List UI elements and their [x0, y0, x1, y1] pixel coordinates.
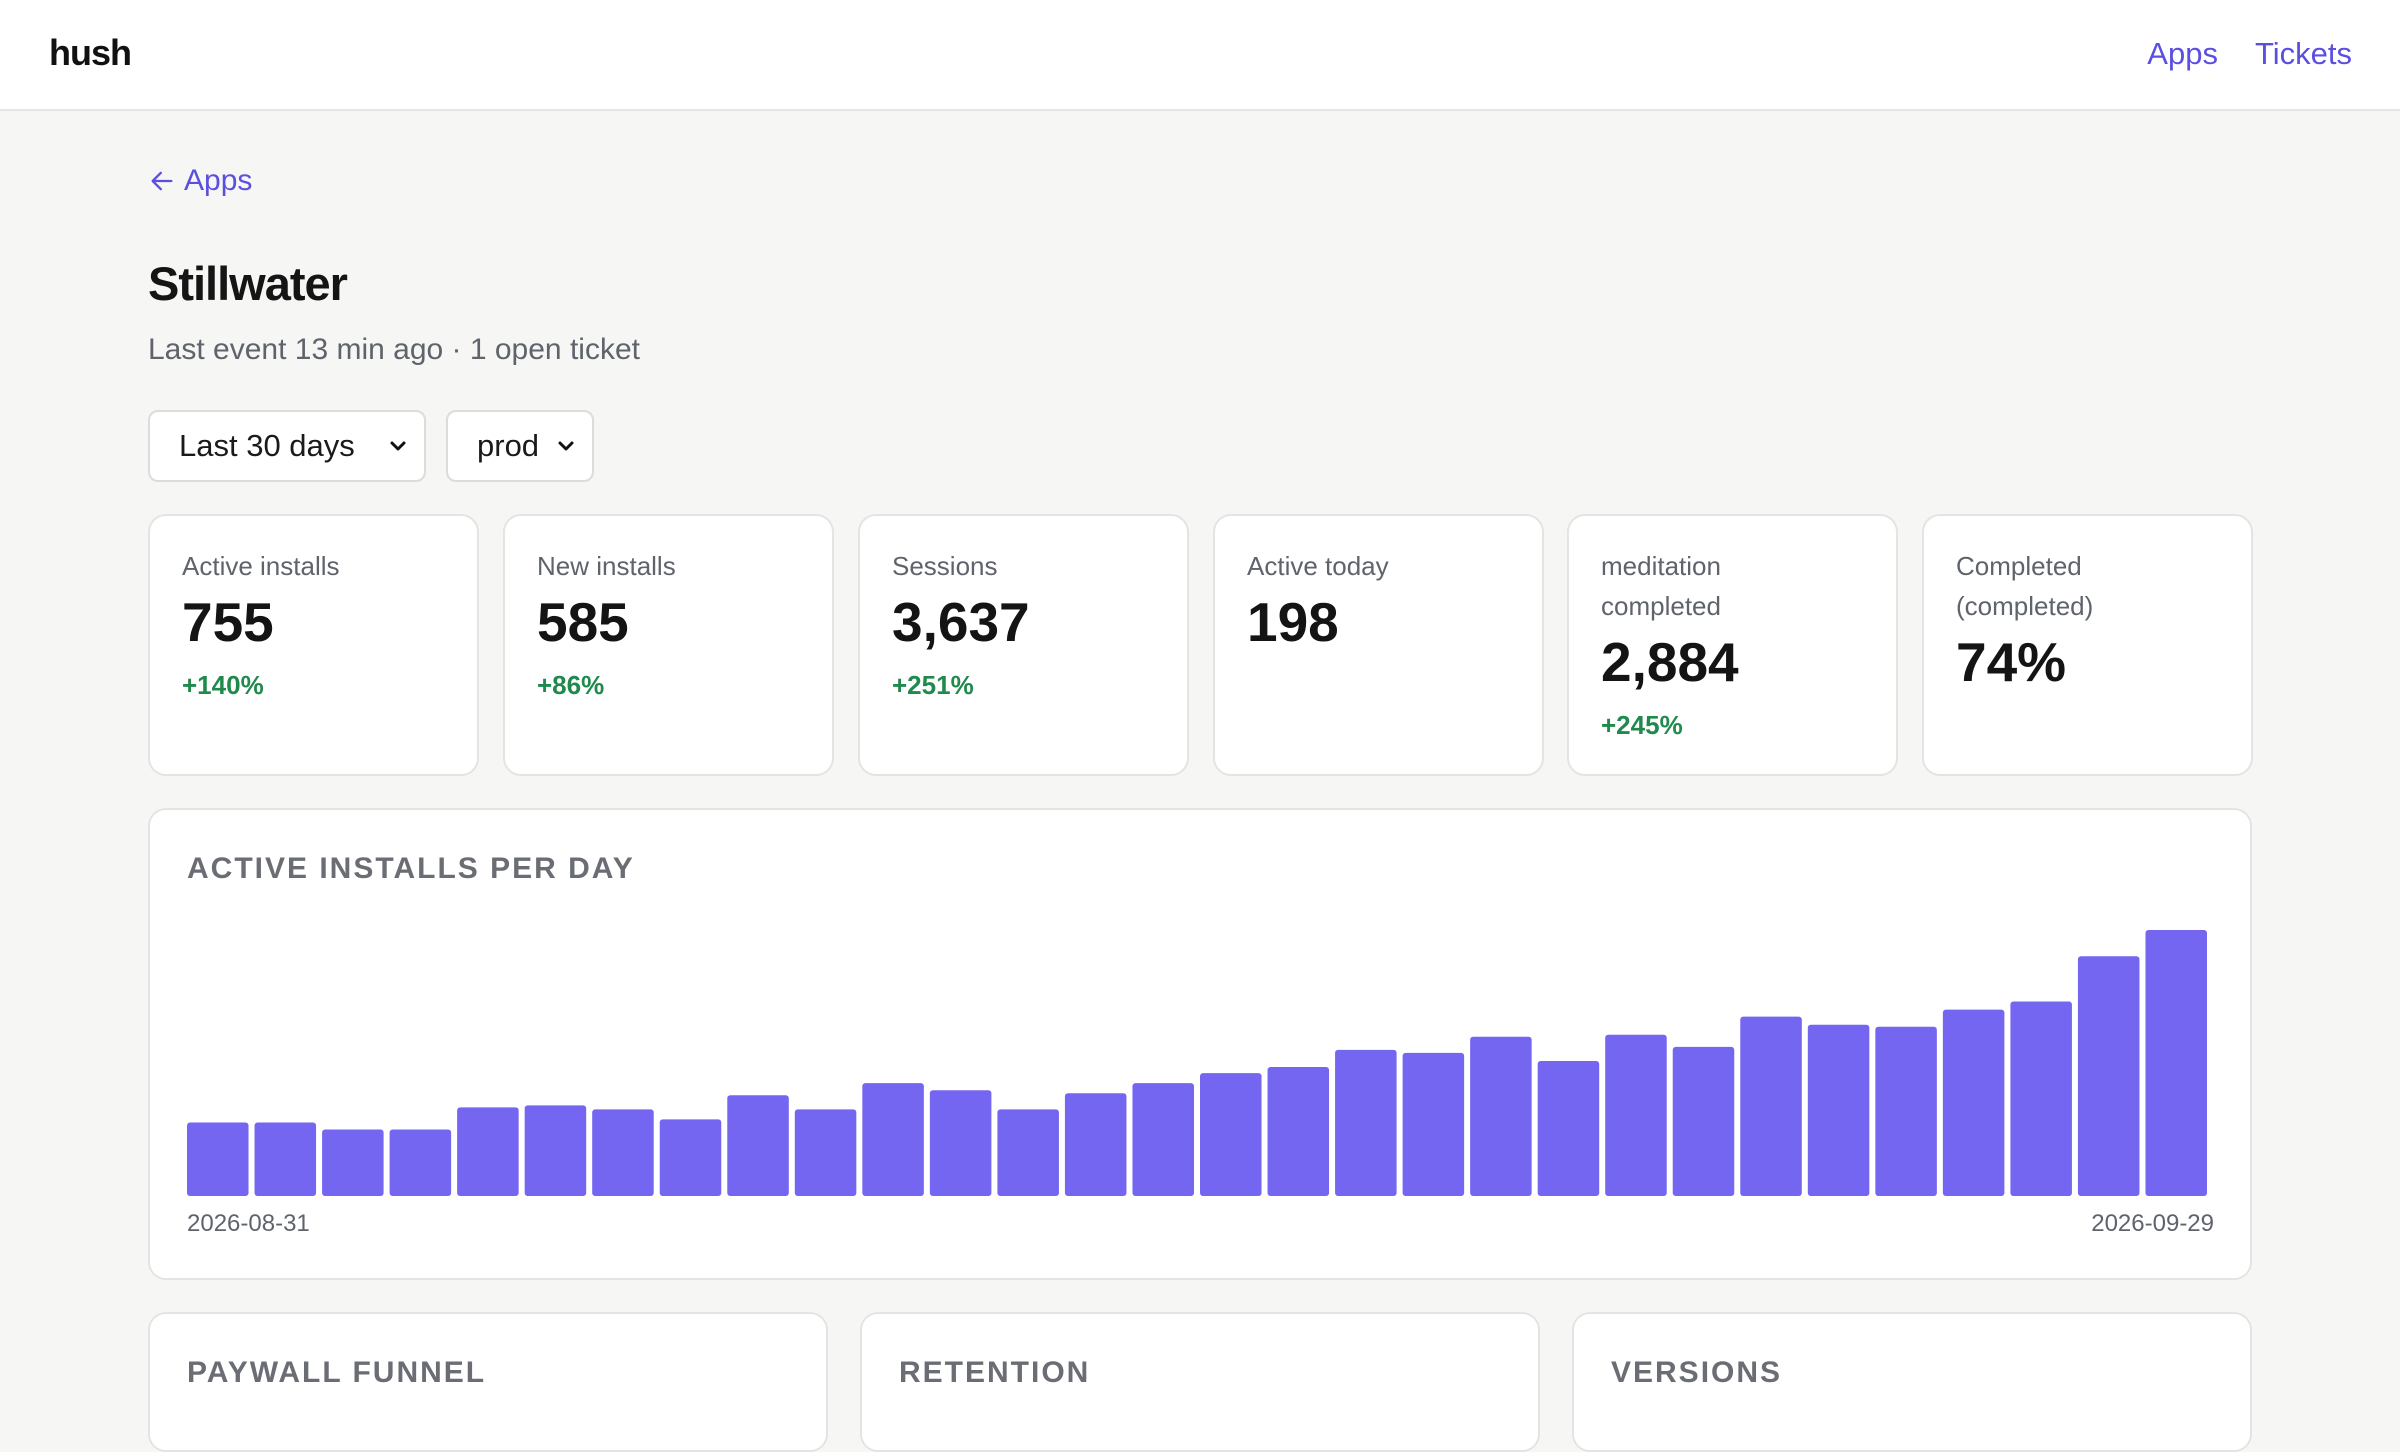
kpi-value: 74% [1956, 631, 2067, 693]
kpi-delta: +86% [537, 670, 605, 700]
chart-bar [1672, 1046, 1735, 1196]
chart-bar [1537, 1060, 1600, 1196]
chart-bar [1132, 1083, 1194, 1196]
chart-bar [929, 1090, 992, 1196]
kpi-card-meditation-completed: meditation completed 2,884 +245% [1567, 514, 1898, 776]
chevron-down-icon [558, 441, 574, 451]
chart-bar [187, 1122, 249, 1196]
kpi-delta: +140% [182, 670, 264, 700]
chart-bar [524, 1105, 587, 1196]
kpi-delta: +245% [1601, 710, 1683, 740]
date-range-select[interactable]: Last 30 days [148, 410, 426, 482]
chart-bar [727, 1095, 789, 1196]
chart-bar [1335, 1049, 1397, 1196]
kpi-label: meditation completed [1601, 551, 1721, 621]
chart-bar [997, 1109, 1059, 1196]
chart-bar [1740, 1016, 1802, 1196]
chart-bar [1200, 1073, 1262, 1196]
kpi-value: 755 [182, 591, 274, 653]
chart-bar [1470, 1036, 1532, 1196]
top-nav: Apps Tickets [2147, 36, 2352, 72]
chart-bar [389, 1129, 452, 1196]
chart-bar [1267, 1067, 1330, 1196]
chart-bar [659, 1119, 722, 1196]
chart-bar [322, 1129, 384, 1196]
section-title: RETENTION [899, 1356, 1091, 1389]
environment-select[interactable]: prod [446, 410, 594, 482]
kpi-card-sessions: Sessions 3,637 +251% [858, 514, 1189, 776]
back-link-label: Apps [184, 164, 253, 197]
chart-start-date: 2026-08-31 [187, 1210, 310, 1237]
date-range-value: Last 30 days [179, 428, 355, 463]
active-installs-chart-panel: ACTIVE INSTALLS PER DAY 2026-08-31 2026-… [148, 808, 2252, 1280]
kpi-card-completion-rate: Completed (completed) 74% [1922, 514, 2253, 776]
nav-link-tickets[interactable]: Tickets [2254, 36, 2352, 71]
chart-bar [862, 1083, 924, 1196]
kpi-delta: +251% [892, 670, 974, 700]
kpi-label: Active today [1247, 551, 1389, 581]
chart-bar [1875, 1026, 1937, 1196]
nav-link-apps[interactable]: Apps [2147, 36, 2218, 71]
kpi-value: 3,637 [892, 591, 1030, 653]
brand-logo[interactable]: hush [49, 32, 132, 73]
chart-bar [1402, 1052, 1465, 1196]
chart-bar [1807, 1024, 1870, 1196]
chart-title: ACTIVE INSTALLS PER DAY [187, 852, 635, 885]
chart-end-date: 2026-09-29 [2091, 1210, 2214, 1237]
kpi-card-new-installs: New installs 585 +86% [503, 514, 834, 776]
kpi-card-active-installs: Active installs 755 +140% [148, 514, 479, 776]
kpi-label: Sessions [892, 551, 998, 581]
chart-bar [2010, 1001, 2072, 1196]
chart-bar [592, 1109, 654, 1196]
section-title: PAYWALL FUNNEL [187, 1356, 487, 1389]
paywall-funnel-panel: PAYWALL FUNNEL [148, 1312, 828, 1452]
section-title: VERSIONS [1611, 1356, 1783, 1389]
kpi-value: 198 [1247, 591, 1339, 653]
chart-bar [2077, 956, 2140, 1196]
environment-value: prod [477, 428, 540, 463]
back-link[interactable]: Apps [148, 164, 252, 198]
retention-panel: RETENTION [860, 1312, 1540, 1452]
chevron-down-icon [390, 441, 406, 451]
kpi-value: 2,884 [1601, 631, 1739, 693]
kpi-label: New installs [537, 551, 676, 581]
page-subtitle: Last event 13 min ago · 1 open ticket [148, 333, 640, 366]
kpi-label: Active installs [182, 551, 340, 581]
chart-bar [794, 1109, 857, 1196]
chart-bar [457, 1107, 519, 1196]
kpi-label: Completed (completed) [1956, 551, 2094, 621]
arrow-left-icon [151, 171, 173, 191]
kpi-value: 585 [537, 591, 629, 653]
chart-bar [1942, 1009, 2005, 1196]
page-title: Stillwater [148, 257, 348, 310]
top-bar: hush Apps Tickets [0, 0, 2400, 111]
bar-chart [187, 930, 2207, 1196]
chart-bar [1064, 1093, 1127, 1196]
kpi-card-active-today: Active today 198 [1213, 514, 1544, 776]
chart-bar [1605, 1034, 1667, 1196]
chart-bar [2145, 930, 2207, 1196]
chart-bar [254, 1122, 317, 1196]
versions-panel: VERSIONS [1572, 1312, 2252, 1452]
